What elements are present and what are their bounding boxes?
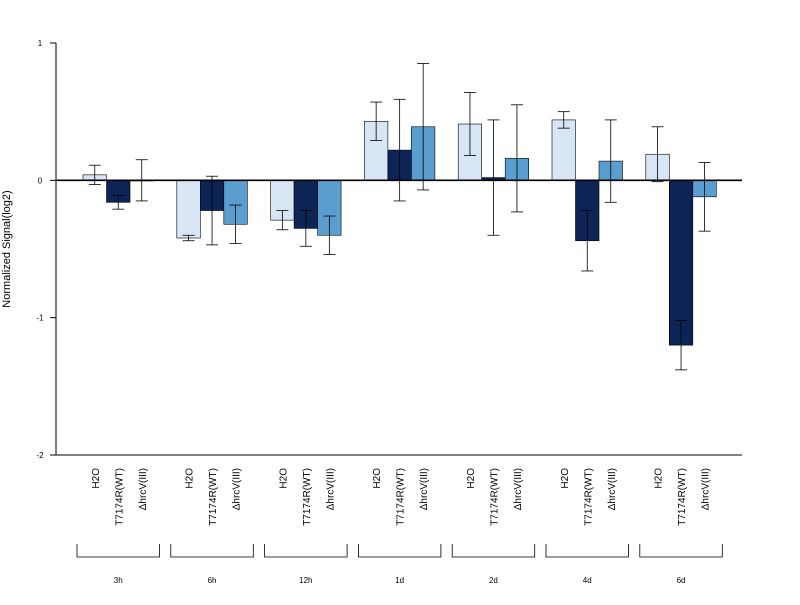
x-tick-label: H2O xyxy=(185,468,196,489)
x-tick-label: T7174R(WT) xyxy=(583,468,594,526)
category-label: 3h xyxy=(114,576,123,585)
y-tick-label: -2 xyxy=(36,451,44,460)
y-tick-label: 1 xyxy=(38,39,43,48)
x-tick-label: H2O xyxy=(560,468,571,489)
y-tick-label: -1 xyxy=(36,314,44,323)
x-tick-label: ΔhrcV(III) xyxy=(232,468,243,510)
category-label: 2d xyxy=(489,576,498,585)
x-tick-label: H2O xyxy=(654,468,665,489)
group-bracket xyxy=(358,544,442,558)
x-tick-label: ΔhrcV(III) xyxy=(701,468,712,510)
x-tick-label: ΔhrcV(III) xyxy=(419,468,430,510)
x-tick-label: ΔhrcV(III) xyxy=(513,468,524,510)
x-tick-label: T7174R(WT) xyxy=(677,468,688,526)
category-label: 6d xyxy=(677,576,686,585)
category-label: 12h xyxy=(299,576,312,585)
category-label: 1d xyxy=(395,576,404,585)
x-tick-label: H2O xyxy=(91,468,102,489)
x-tick-label: H2O xyxy=(278,468,289,489)
x-tick-label: T7174R(WT) xyxy=(302,468,313,526)
x-tick-label: T7174R(WT) xyxy=(489,468,500,526)
category-label: 4d xyxy=(583,576,592,585)
x-tick-label: T7174R(WT) xyxy=(114,468,125,526)
group-bracket xyxy=(170,544,254,558)
y-axis-label: Normalized Signal(log2) xyxy=(1,190,13,307)
group-bracket xyxy=(545,544,629,558)
bar-6h-0 xyxy=(176,180,201,239)
x-tick-label: T7174R(WT) xyxy=(208,468,219,526)
bar-4d-0 xyxy=(551,119,576,181)
x-tick-label: ΔhrcV(III) xyxy=(325,468,336,510)
x-tick-label: H2O xyxy=(466,468,477,489)
group-bracket xyxy=(264,544,348,558)
y-tick-label: 0 xyxy=(38,176,43,185)
category-label: 6h xyxy=(208,576,217,585)
x-tick-label: ΔhrcV(III) xyxy=(138,468,149,510)
x-tick-label: H2O xyxy=(372,468,383,489)
group-bracket xyxy=(76,544,160,558)
x-tick-label: T7174R(WT) xyxy=(396,468,407,526)
group-bracket xyxy=(451,544,536,558)
group-bracket xyxy=(639,544,723,558)
x-tick-label: ΔhrcV(III) xyxy=(607,468,618,510)
